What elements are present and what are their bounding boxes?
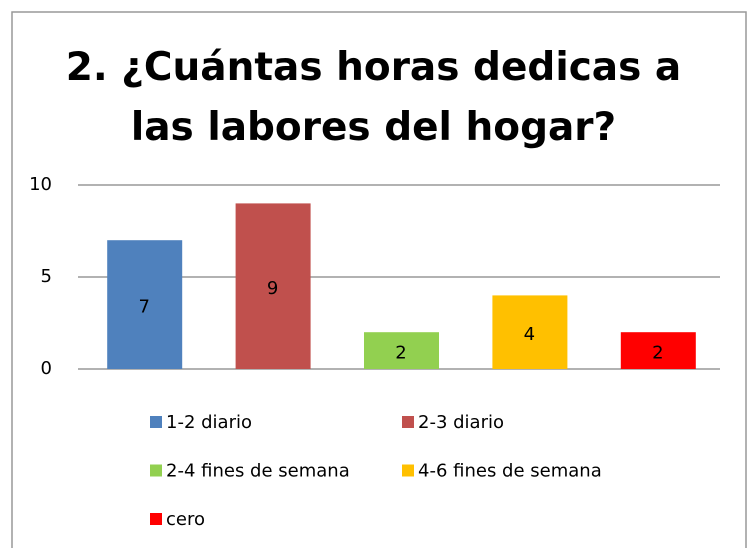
bar bbox=[620, 332, 696, 369]
data-label: 9 bbox=[267, 278, 278, 299]
chart-frame bbox=[11, 11, 747, 548]
y-tick-label: 5 bbox=[41, 266, 52, 287]
data-label: 2 bbox=[652, 343, 663, 364]
legend-swatch bbox=[402, 416, 414, 428]
data-label: 4 bbox=[524, 324, 535, 345]
bar bbox=[364, 332, 439, 369]
legend-label: 1-2 diario bbox=[166, 412, 252, 433]
legend-label: cero bbox=[166, 509, 205, 530]
legend-label: 2-3 diario bbox=[418, 412, 504, 433]
bar bbox=[107, 240, 183, 369]
legend-label: 4-6 fines de semana bbox=[418, 461, 602, 482]
bar bbox=[235, 203, 311, 369]
legend-swatch bbox=[402, 464, 414, 477]
bar bbox=[492, 295, 568, 369]
legend-swatch bbox=[150, 513, 162, 525]
y-tick-label: 10 bbox=[29, 174, 52, 195]
data-label: 7 bbox=[138, 297, 149, 318]
legend-label: 2-4 fines de semana bbox=[166, 461, 350, 482]
legend-swatch bbox=[150, 464, 162, 477]
y-tick-label: 0 bbox=[41, 358, 52, 379]
data-label: 2 bbox=[395, 343, 406, 364]
chart-title: 2. ¿Cuántas horas dedicas a las labores … bbox=[65, 45, 682, 150]
legend-swatch bbox=[150, 416, 162, 428]
